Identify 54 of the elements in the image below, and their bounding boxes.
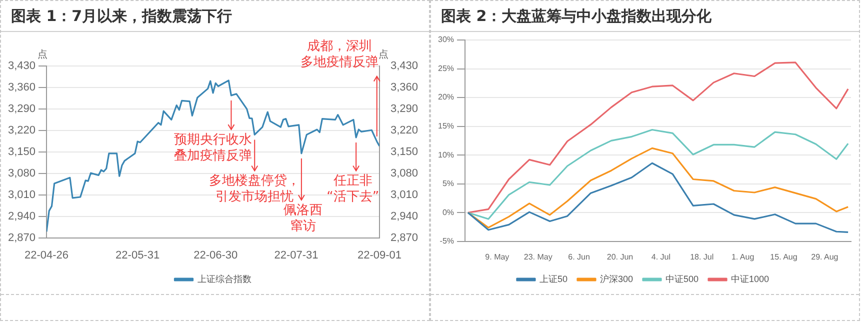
y-tick-label: 30% (438, 35, 454, 44)
x-tick-label: 6. Jun (568, 252, 590, 262)
y2-tick-label: 3,010 (390, 188, 418, 201)
y-tick-label: 15% (438, 122, 454, 131)
y-tick-label: 3,220 (8, 124, 36, 136)
y-axis-title: 点 (38, 48, 48, 61)
y-tick-label: 3,360 (8, 82, 36, 94)
annotation: 佩洛西窜访 (283, 202, 322, 234)
y-tick-label: 3,290 (8, 102, 36, 115)
y2-tick-label: 3,080 (390, 167, 418, 180)
y2-tick-label: 3,290 (390, 102, 418, 115)
x-tick-label: 23. May (524, 252, 552, 262)
legend-label: 上证50 (539, 274, 568, 284)
y-tick-label: 2,870 (8, 232, 36, 244)
y2-tick-label: 2,870 (390, 232, 418, 244)
annotation: 预期央行收水叠加疫情反弹 (174, 132, 252, 164)
x-tick-label: 22-05-31 (116, 249, 160, 262)
y-tick-label: 3,080 (8, 167, 36, 180)
x-tick-label: 4. Jul (651, 252, 671, 262)
x-tick-label: 29. Aug (811, 252, 838, 262)
y2-axis-title: 点 (378, 48, 388, 61)
legend-label: 中证1000 (731, 274, 770, 284)
x-tick-label: 22-09-01 (357, 249, 402, 262)
y-tick-label: 0% (442, 208, 454, 217)
y2-tick-label: 3,150 (390, 146, 418, 158)
annotation: 多地楼盘停贷，引发市场担忧 (209, 174, 300, 205)
legend-label: 沪深300 (600, 274, 634, 284)
x-tick-label: 22-06-30 (194, 249, 238, 262)
y-tick-label: 2,940 (8, 210, 36, 222)
y2-tick-label: 2,940 (390, 210, 418, 222)
y-tick-label: 3,430 (8, 60, 36, 72)
y-tick-label: -5% (440, 236, 454, 246)
x-tick-label: 1. Aug (731, 252, 754, 262)
y-tick-label: 10% (438, 150, 454, 160)
x-tick-label: 9. May (485, 252, 510, 262)
y-tick-label: 3,150 (8, 146, 36, 158)
y2-tick-label: 3,220 (390, 124, 418, 136)
chart-title: 图表 2：大盘蓝筹与中小盘指数出现分化 (431, 1, 859, 32)
x-tick-label: 18. Jul (690, 252, 714, 262)
y2-tick-label: 3,360 (390, 82, 418, 94)
legend-label: 上证综合指数 (197, 274, 252, 284)
y2-tick-label: 3,430 (390, 60, 418, 72)
y-tick-label: 3,010 (8, 188, 36, 201)
chart-title: 图表 1：7月以来，指数震荡下行 (1, 1, 429, 32)
annotation: 任正非“活下去” (326, 174, 380, 205)
x-tick-label: 15. Aug (770, 252, 798, 262)
y-tick-label: 5% (442, 179, 454, 188)
x-tick-label: 22-07-31 (274, 249, 318, 262)
legend-label: 中证500 (665, 274, 699, 284)
annotation: 成都，深圳多地疫情反弹 (300, 39, 379, 70)
y-tick-label: 25% (438, 64, 454, 73)
x-tick-label: 22-04-26 (24, 249, 69, 262)
x-tick-label: 20. Jun (606, 252, 634, 262)
y-tick-label: 20% (438, 92, 454, 102)
